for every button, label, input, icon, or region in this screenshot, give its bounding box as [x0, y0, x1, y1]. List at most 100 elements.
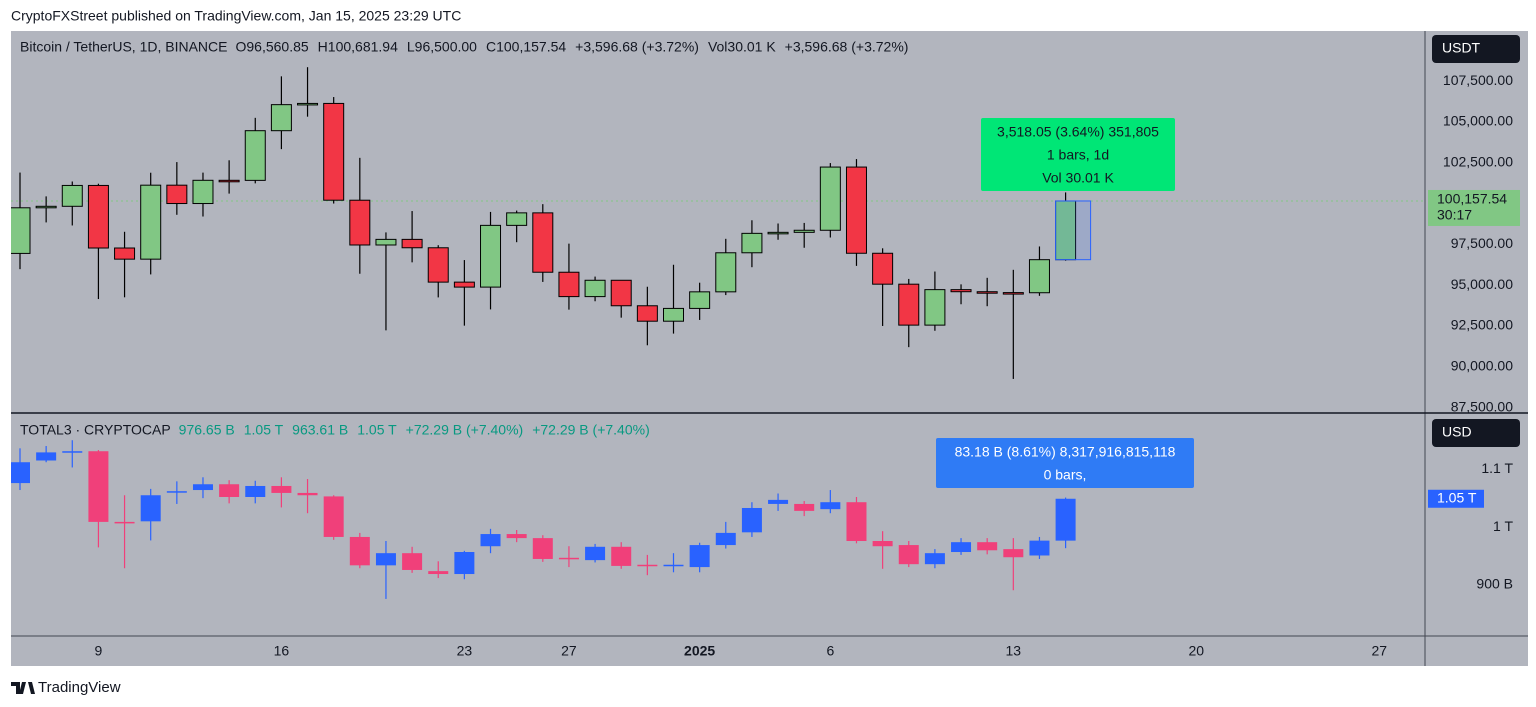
y-tick-label: 90,000.00 [1451, 357, 1513, 373]
candle-body [218, 179, 240, 183]
candle-body [611, 546, 632, 566]
candle-body [872, 252, 894, 285]
currency: USD [1442, 424, 1472, 440]
x-tick-label: 27 [561, 643, 577, 659]
candle-body [898, 283, 920, 326]
candle-body [349, 536, 370, 566]
candle-body [1029, 540, 1050, 556]
y-tick-label: 87,500.00 [1451, 398, 1513, 414]
candle-body [61, 184, 83, 207]
y-tick-label: 105,000.00 [1443, 113, 1513, 129]
candle-body [35, 205, 57, 209]
candle-body [11, 207, 31, 254]
currency-box [1432, 35, 1520, 63]
candle-body [898, 545, 919, 565]
candle-body [402, 553, 423, 570]
legend-value: 30.01 K [727, 39, 776, 55]
candle-body [584, 279, 606, 298]
x-tick-label: 6 [826, 643, 834, 659]
x-tick-label: 27 [1371, 643, 1387, 659]
candle-body [427, 247, 449, 283]
legend-value: 976.65 B [179, 422, 235, 438]
candle-body [245, 485, 266, 497]
measure-text: 83.18 B (8.61%) 8,317,916,815,118 [955, 444, 1176, 460]
brand: TradingView [11, 679, 121, 696]
legend-key: L [407, 39, 415, 55]
candle-body [244, 130, 266, 181]
legend-key: Vol [708, 39, 727, 55]
x-tick-label: 20 [1189, 643, 1205, 659]
brand-name: TradingView [38, 679, 121, 696]
y-tick-label: 95,000.00 [1451, 276, 1513, 292]
candle-body [663, 307, 684, 322]
candle-body [1028, 259, 1050, 294]
candle-body [11, 462, 30, 484]
y-tick-label: 107,500.00 [1443, 72, 1513, 88]
price-label: 1.05 T [1437, 489, 1477, 505]
countdown: 30:17 [1437, 207, 1472, 223]
candle-body [271, 485, 292, 493]
candles [11, 67, 1077, 379]
legend-key: O [235, 39, 246, 55]
candle-body [480, 534, 501, 547]
candle-body [845, 166, 867, 254]
legend-value: +72.29 B (+7.40%) [532, 422, 650, 438]
candle-body [114, 247, 136, 260]
candle-body [819, 166, 841, 231]
candle-body [375, 553, 396, 566]
candle-body [140, 495, 161, 522]
candle-body [166, 491, 187, 493]
measure-text: 1 bars, 1d [1047, 147, 1109, 163]
candle-body [767, 231, 789, 235]
candle-body [689, 545, 710, 568]
candle-body [663, 564, 684, 567]
candle-body [532, 212, 554, 273]
candle-body [428, 571, 449, 575]
candle-body [715, 252, 737, 293]
x-tick-label: 23 [457, 643, 473, 659]
measure-box [936, 438, 1194, 488]
candle-body [637, 564, 658, 567]
price-label-box [1428, 189, 1520, 226]
candle-body [323, 102, 345, 201]
currency: USDT [1442, 40, 1481, 56]
legend-value: 96,560.85 [246, 39, 308, 55]
legend-value: +3,596.68 (+3.72%) [575, 39, 699, 55]
candle-body [297, 492, 318, 496]
candle-body [741, 232, 763, 254]
legend-title: Bitcoin / TetherUS, 1D, BINANCE [20, 39, 227, 55]
candle-body [219, 484, 240, 497]
candle-body [506, 212, 528, 226]
x-tick-label: 13 [1006, 643, 1022, 659]
legend-value: 96,500.00 [415, 39, 477, 55]
legend-title: TOTAL3 · CRYPTOCAP [20, 422, 171, 438]
candle-body [1055, 498, 1076, 541]
candle-body [453, 281, 475, 288]
candle-body [140, 184, 162, 260]
candle-body [977, 542, 998, 551]
candle-body [768, 499, 789, 504]
y-tick-label: 900 B [1476, 576, 1513, 592]
candle-body [558, 271, 580, 298]
candle-body [532, 538, 553, 559]
legend-value: +72.29 B (+7.40%) [406, 422, 524, 438]
candle-body [270, 104, 292, 132]
candle-body [1003, 549, 1024, 558]
x-tick-label: 2025 [684, 643, 715, 659]
candle-body [794, 503, 815, 511]
legend-value: +3,596.68 (+3.72%) [785, 39, 909, 55]
y-tick-label: 102,500.00 [1443, 153, 1513, 169]
candle-body [62, 451, 83, 453]
candle-body [166, 184, 188, 205]
candle-body [872, 541, 893, 547]
candle-body [192, 179, 214, 205]
brand-logo [11, 682, 35, 694]
candle-body [793, 229, 815, 233]
candle-body [951, 542, 972, 553]
legend-value: 100,157.54 [496, 39, 566, 55]
candle-body [401, 238, 423, 249]
time-scale-background [11, 636, 1528, 666]
candle-body [585, 546, 606, 561]
candle-body [846, 502, 867, 542]
